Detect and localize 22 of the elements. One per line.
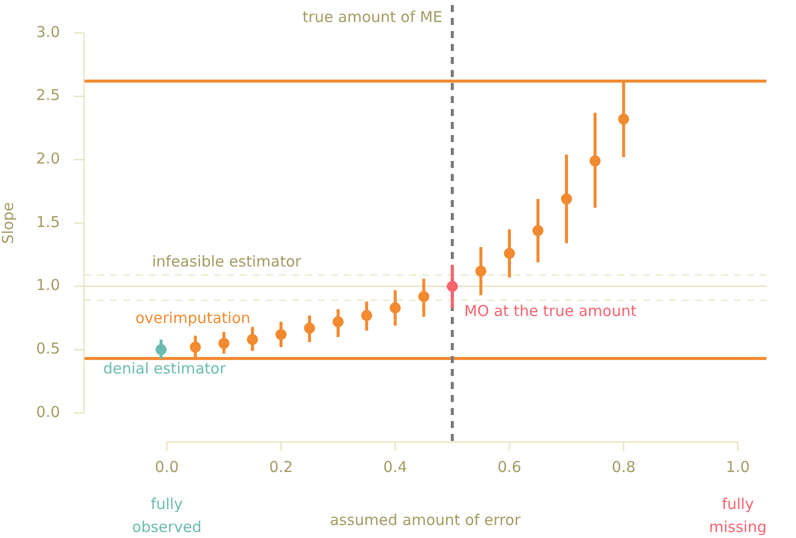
- ref-line-label: infeasible estimator: [152, 252, 302, 270]
- text: fully observed: [132, 494, 202, 536]
- y-tick-label: 0.5: [36, 340, 60, 358]
- series-label: overimputation: [135, 309, 250, 328]
- x-tick-label: 0.8: [612, 458, 636, 476]
- x-axis-title: assumed amount of error: [330, 510, 522, 529]
- x-tick-label: 0.2: [269, 458, 293, 476]
- text: fully missing: [709, 494, 767, 536]
- series-label: denial estimator: [103, 360, 227, 378]
- series-label: MO at the true amount: [464, 302, 637, 320]
- y-tick-label: 2.0: [36, 150, 60, 168]
- x-tick-label: 0.0: [154, 458, 179, 476]
- y-tick-label: 1.0: [36, 276, 60, 294]
- y-tick-label: 2.5: [36, 86, 60, 104]
- y-tick-label: 1.5: [36, 212, 60, 231]
- y-tick-label: 0.0: [36, 402, 60, 421]
- ref-line-label: true amount of ME: [302, 8, 442, 26]
- x-tick-label: 1.0: [726, 458, 750, 476]
- y-axis-title: Slope: [0, 202, 17, 244]
- x-tick-label: 0.4: [383, 458, 408, 476]
- y-tick-label: 3.0: [36, 22, 60, 41]
- x-tick-label: 0.6: [497, 458, 522, 476]
